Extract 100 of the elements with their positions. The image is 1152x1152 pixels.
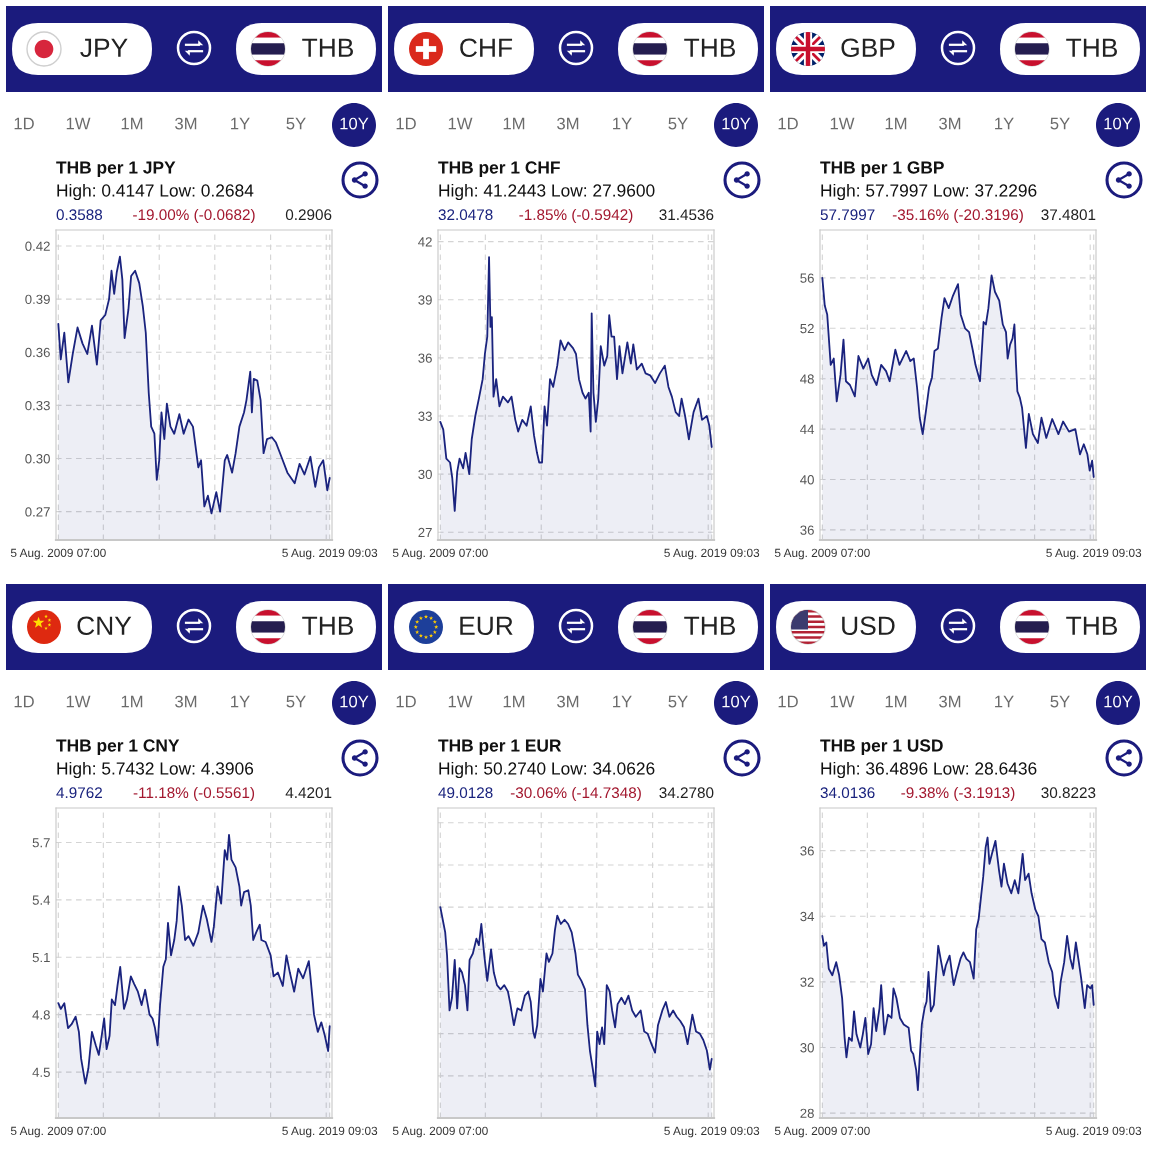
y-tick-label: 56	[800, 273, 814, 283]
text: 34.2780	[659, 787, 714, 799]
y-tick-label: 0.36	[25, 347, 50, 358]
text: THB	[1066, 38, 1117, 57]
text: -11.18% (-0.5561)	[133, 786, 255, 802]
y-tick-label: 0.39	[25, 294, 50, 304]
text: 1D	[14, 695, 34, 708]
y-tick-label: 36	[418, 353, 432, 363]
text: -35.16% (-20.3196)	[892, 208, 1023, 224]
text: 1W	[830, 695, 855, 708]
x-tick-label: 5 Aug. 2019 09:03	[664, 1126, 760, 1138]
text: CNY	[77, 616, 132, 636]
y-tick-label: 4.8	[32, 1010, 50, 1020]
text: THB	[1066, 616, 1117, 635]
text: 1D	[778, 695, 798, 708]
chart-subtitle: High: 5.7432 Low: 4.3906	[57, 761, 254, 779]
y-tick-label: 0.27	[25, 507, 50, 517]
text: 49.0128	[438, 787, 493, 799]
text: 4.4201	[285, 787, 332, 799]
chart-subtitle: High: 50.2740 Low: 34.0626	[439, 761, 655, 779]
y-tick-label: 32	[800, 977, 814, 987]
y-tick-label: 39	[418, 295, 432, 305]
text: 10Y	[722, 117, 751, 130]
x-tick-label: 5 Aug. 2019 09:03	[282, 1126, 378, 1138]
chart-title: THB per 1 CHF	[438, 161, 560, 178]
text: 3M	[939, 117, 961, 130]
y-tick-label: 27	[418, 527, 432, 538]
text: 1D	[396, 117, 416, 130]
x-tick-label: 5 Aug. 2009 07:00	[392, 548, 488, 560]
text: 5Y	[1050, 695, 1070, 708]
y-tick-label: 33	[418, 411, 432, 421]
chart-subtitle: High: 36.4896 Low: 28.6436	[821, 761, 1037, 779]
text: 0.2906	[285, 209, 332, 221]
y-tick-label: 0.42	[25, 241, 50, 251]
text: 3M	[939, 695, 961, 708]
text: THB	[302, 616, 353, 635]
text: 1D	[778, 117, 798, 130]
text: 4.9762	[56, 787, 102, 799]
y-tick-label: 28	[800, 1108, 814, 1118]
text: 30.8223	[1041, 787, 1096, 799]
text: -19.00% (-0.0682)	[133, 208, 255, 224]
chart-title: THB per 1 CNY	[56, 739, 180, 756]
y-tick-label: 44	[800, 424, 815, 434]
text: 3M	[557, 117, 579, 130]
text: JPY	[80, 38, 128, 58]
x-tick-label: 5 Aug. 2009 07:00	[10, 548, 106, 560]
y-tick-label: 4.5	[32, 1067, 50, 1077]
text: 1Y	[613, 695, 632, 708]
text: 34.0136	[820, 787, 875, 799]
text: 3M	[175, 695, 197, 708]
y-tick-label: 42	[418, 237, 432, 247]
text: -9.38% (-3.1913)	[901, 786, 1015, 802]
text: 1W	[66, 117, 91, 130]
text: 1M	[503, 695, 525, 708]
text: 1W	[448, 695, 473, 708]
text: 1D	[396, 695, 416, 708]
y-tick-label: 36	[800, 525, 814, 535]
text: 37.4801	[1041, 209, 1096, 221]
chart-title: THB per 1 EUR	[438, 739, 562, 756]
y-tick-label: 5.7	[32, 838, 50, 848]
text: 5Y	[668, 695, 688, 708]
text: CHF	[460, 38, 513, 58]
y-tick-label: 36	[800, 846, 814, 856]
chart-subtitle: High: 0.4147 Low: 0.2684	[57, 183, 254, 201]
text: 0.3588	[56, 209, 103, 221]
x-tick-label: 5 Aug. 2009 07:00	[10, 1126, 106, 1138]
text: 1W	[66, 695, 91, 708]
text: 5Y	[286, 117, 306, 130]
text: 1Y	[231, 117, 250, 130]
x-tick-label: 5 Aug. 2009 07:00	[392, 1126, 488, 1138]
y-tick-label: 52	[800, 323, 814, 334]
text: 1W	[830, 117, 855, 130]
text: 1M	[503, 117, 525, 130]
text: 1Y	[995, 695, 1014, 708]
text: GBP	[841, 38, 895, 58]
text: 1Y	[231, 695, 250, 708]
chart-title: THB per 1 JPY	[56, 161, 176, 178]
y-tick-label: 40	[800, 475, 814, 485]
text: 10Y	[1104, 117, 1133, 130]
text: 1M	[121, 695, 143, 708]
text: 1Y	[613, 117, 632, 130]
text: 5Y	[286, 695, 306, 708]
x-tick-label: 5 Aug. 2019 09:03	[1046, 548, 1142, 560]
text: USD	[842, 616, 895, 636]
text: 1W	[448, 117, 473, 130]
x-tick-label: 5 Aug. 2009 07:00	[774, 1126, 870, 1138]
y-tick-label: 30	[800, 1043, 814, 1053]
text: 10Y	[1104, 695, 1133, 708]
text: THB	[302, 38, 353, 57]
text: 10Y	[722, 695, 751, 708]
x-tick-label: 5 Aug. 2019 09:03	[282, 548, 378, 560]
text: 10Y	[340, 695, 369, 708]
text: EUR	[460, 616, 513, 636]
chart-title: THB per 1 GBP	[820, 161, 944, 178]
text: THB	[684, 616, 735, 635]
text: 31.4536	[659, 209, 714, 221]
y-tick-label: 30	[418, 469, 432, 480]
text: 1M	[885, 695, 907, 708]
text: 57.7997	[820, 209, 875, 221]
text: 1M	[885, 117, 907, 130]
